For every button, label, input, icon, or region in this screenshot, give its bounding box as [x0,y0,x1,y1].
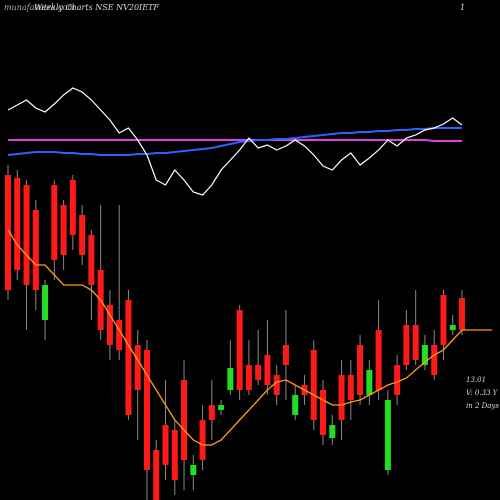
candle-body [292,395,299,415]
candle-body [440,295,447,345]
indicator-line [7,127,462,156]
candle-body [116,320,123,350]
candle-body [310,350,317,420]
candle-body [449,325,456,330]
candle-body [421,345,428,365]
candle-body [412,325,419,360]
candle-body [171,430,178,480]
candle-body [199,420,206,460]
candle-body [5,175,11,290]
candle-body [329,425,336,438]
candle-body [32,210,39,290]
indicator-line [7,87,463,196]
candle-body [431,345,438,375]
candle-body [14,178,21,270]
indicator-line [8,139,462,142]
candle-body [181,380,188,460]
candle-body [459,298,465,330]
candle-body [134,345,141,390]
candle-body [153,450,160,500]
candle-body [60,205,67,255]
candle-body [320,390,327,435]
candle-body [273,375,280,395]
candle-body [366,370,373,395]
candle-body [208,405,215,420]
candle-body [190,465,197,475]
candle-body [347,375,354,400]
candle-body [125,300,132,415]
candle-body [255,365,262,380]
candle-body [264,355,271,385]
candle-body [143,350,150,470]
candle-body [384,400,391,470]
candle-body [88,235,95,285]
candle-body [23,185,30,285]
candle-body [394,365,401,395]
candle-body [218,405,225,410]
candle-body [357,345,364,395]
annotation: in 2 Days [466,402,499,410]
candle-body [338,375,345,420]
candle-body [69,180,76,235]
annotation: V: 0.33 Y [466,389,499,397]
candle-body [375,330,382,390]
candle-body [162,425,169,465]
candle-body [282,345,289,365]
candle-body [106,305,113,345]
candle-body [51,185,58,260]
page-number: 1 [460,3,465,12]
candle-body [79,215,86,255]
moving-average [7,229,463,446]
chart-title: Weekly Charts NSE NV20IETF [34,3,159,12]
candle-body [403,325,410,365]
annotation: 13.01 [466,376,486,384]
source: munafasutra.com [4,3,75,12]
candle-body [42,285,49,320]
candle-body [236,310,243,390]
candle-body [245,365,252,390]
candle-body [227,368,234,390]
